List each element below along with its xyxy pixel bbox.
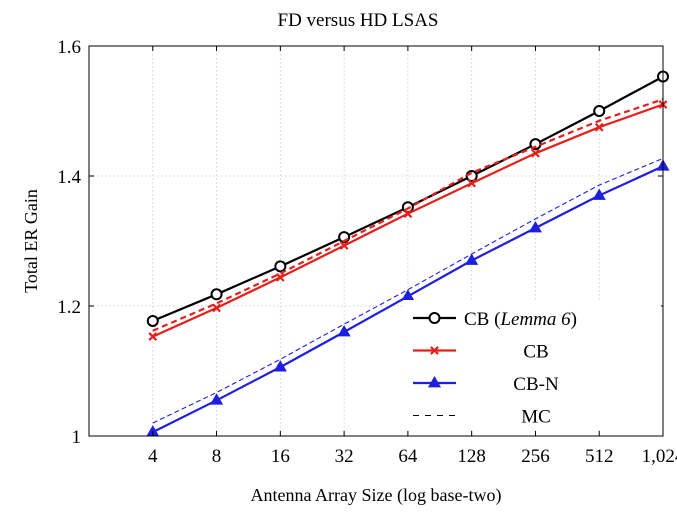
data-point-series-0	[210, 288, 223, 301]
data-point-series-4	[273, 360, 287, 372]
x-tick-label: 512	[585, 446, 614, 467]
legend-label-0: CB (Lemma 6)	[464, 309, 577, 330]
legend-label-3: MC	[521, 407, 551, 428]
x-tick-label: 1,024	[642, 446, 677, 467]
x-tick-label: 64	[398, 446, 418, 467]
data-point-series-4	[465, 253, 479, 265]
series-group	[146, 70, 670, 437]
data-point-series-0	[593, 105, 606, 117]
data-point-series-2	[594, 122, 604, 132]
data-point-series-2	[531, 148, 540, 158]
data-point-series-2	[339, 241, 349, 250]
x-tick-label: 16	[271, 446, 290, 467]
data-point-series-4	[337, 324, 351, 337]
legend-marker-0	[428, 312, 441, 324]
x-tick-label: 4	[148, 446, 158, 467]
x-axis: 4 8 16 32 64 128 256 512 1,024	[148, 46, 677, 467]
x-tick-label: 32	[335, 446, 354, 467]
data-point-series-2	[275, 273, 285, 282]
legend-label-1: CB	[523, 342, 548, 363]
series-line-3	[152, 157, 664, 424]
chart-title: FD versus HD LSAS	[278, 10, 439, 31]
x-tick-label: 128	[457, 446, 486, 467]
legend-label-2: CB-N	[513, 374, 559, 395]
y-tick-label: 1.2	[57, 297, 81, 318]
x-axis-title: Antenna Array Size (log base-two)	[251, 485, 502, 506]
y-tick-label: 1.4	[57, 167, 81, 188]
y-tick-label: 1	[72, 427, 82, 448]
x-tick-label: 8	[212, 446, 222, 467]
data-point-series-4	[209, 393, 224, 405]
data-point-series-2	[148, 332, 158, 341]
data-point-series-2	[403, 209, 413, 219]
y-axis: 1 1.2 1.4 1.6	[57, 37, 663, 448]
x-tick-label: 256	[521, 446, 550, 467]
data-point-series-2	[212, 303, 221, 313]
data-point-series-2	[467, 178, 477, 188]
y-tick-label: 1.6	[57, 37, 81, 58]
data-point-series-0	[274, 260, 287, 273]
plot-frame	[88, 45, 664, 437]
data-point-series-0	[146, 314, 159, 327]
legend-marker-1	[430, 346, 439, 355]
data-point-series-4	[592, 188, 606, 200]
legend-box	[403, 300, 661, 428]
legend-marker-2	[427, 375, 442, 388]
series-line-1	[152, 98, 664, 332]
data-point-series-4	[528, 220, 543, 233]
legend: CB (Lemma 6) CB CB-N MC	[403, 300, 661, 428]
y-axis-title: Total ER Gain	[21, 189, 41, 293]
